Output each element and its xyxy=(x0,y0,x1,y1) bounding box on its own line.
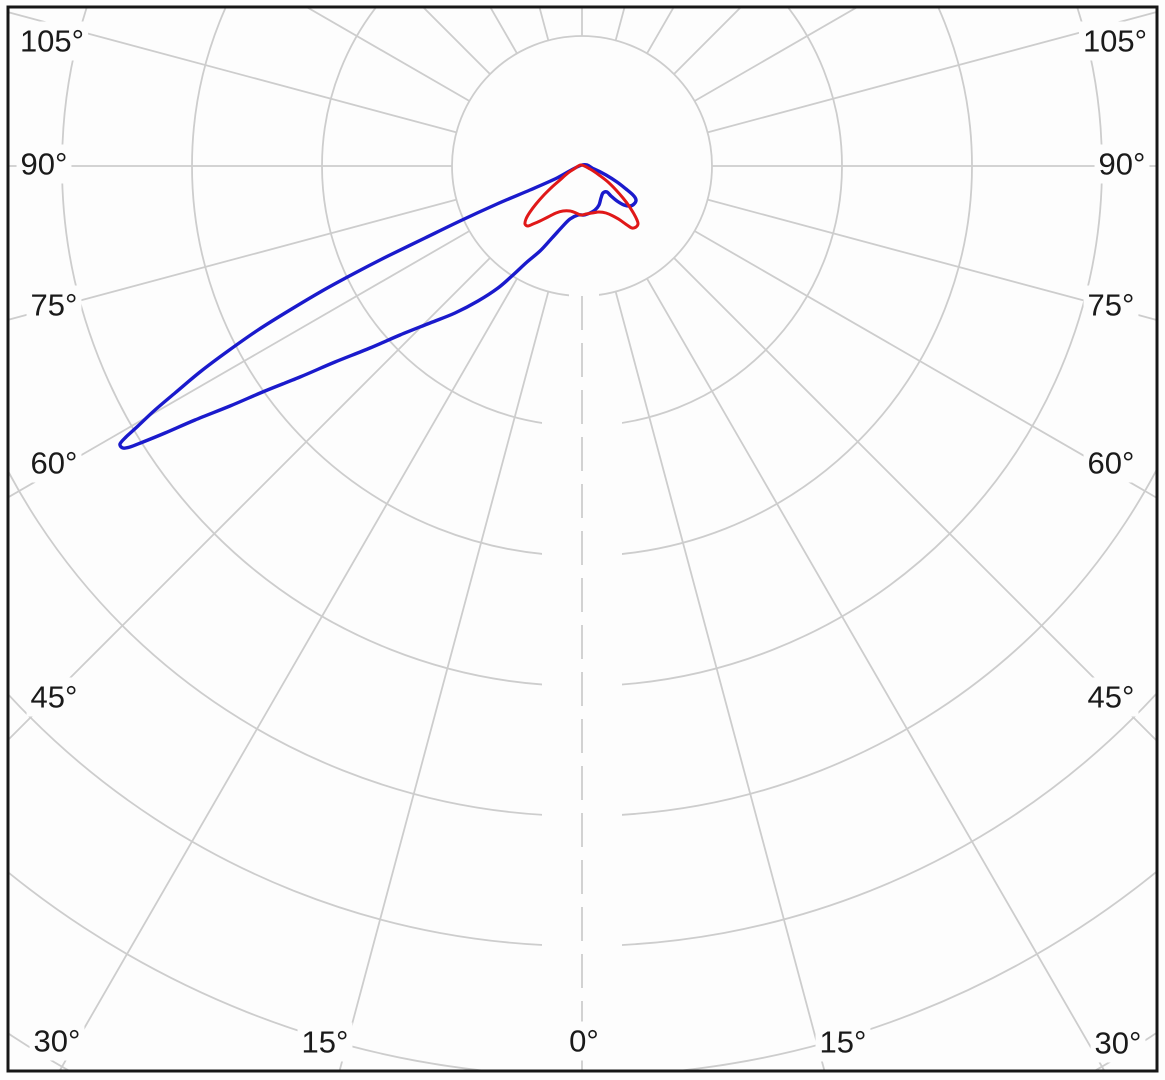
angle-label-backing xyxy=(815,1022,871,1062)
angle-label-backing xyxy=(29,1021,85,1061)
angle-labels: 105° 90° 75° 60° 45° 105° 90° 75° 60° 45° 30° 15° 0°… xyxy=(15,21,1152,1063)
grid-spoke xyxy=(694,230,1156,499)
angle-label: 105° xyxy=(15,21,89,61)
angle-label-backing xyxy=(26,677,82,717)
angle-label: 45° xyxy=(1083,677,1139,717)
angle-label: 105° xyxy=(1078,21,1152,61)
blue-curve xyxy=(118,162,638,450)
angle-label-backing xyxy=(15,21,89,61)
angle-label-text: 60° xyxy=(1088,446,1135,481)
angle-label-text: 30° xyxy=(34,1024,81,1059)
angle-label-text: 30° xyxy=(1095,1026,1142,1061)
angle-label-backing xyxy=(26,285,82,325)
angle-label-backing xyxy=(1090,1023,1146,1063)
grid-spoke xyxy=(59,278,518,1070)
grid-spoke xyxy=(9,198,457,321)
angle-label-text: 45° xyxy=(1088,680,1135,715)
angle-label-text: 75° xyxy=(1088,288,1135,323)
angle-label-text: 0° xyxy=(569,1024,599,1059)
angle-label: 90° xyxy=(1094,144,1150,184)
grid-spoke xyxy=(9,230,470,498)
chart-frame xyxy=(6,5,1159,1073)
angle-label-text: 60° xyxy=(31,446,78,481)
grid-spoke xyxy=(646,278,1105,1070)
angle-label: 90° xyxy=(16,144,72,184)
angle-label-backing xyxy=(1083,443,1139,483)
angle-label-text: 15° xyxy=(302,1025,349,1060)
angle-label-backing xyxy=(16,144,72,184)
angle-label-backing xyxy=(1083,285,1139,325)
angle-label-text: 90° xyxy=(21,147,68,182)
angle-label: 60° xyxy=(1083,443,1139,483)
angle-label: 75° xyxy=(26,285,82,325)
angle-label: 15° xyxy=(297,1022,353,1062)
angle-label: 30° xyxy=(1090,1023,1146,1063)
angle-label: 45° xyxy=(26,677,82,717)
grid-spoke xyxy=(673,257,1156,741)
angle-label-text: 90° xyxy=(1099,147,1146,182)
angle-label: 15° xyxy=(815,1022,871,1062)
angle-label-backing xyxy=(565,1021,603,1061)
grid-spoke xyxy=(338,291,550,1070)
grid-spoke xyxy=(707,198,1156,321)
angle-label: 75° xyxy=(1083,285,1139,325)
angle-label-backing xyxy=(1083,677,1139,717)
angle-label: 60° xyxy=(26,443,82,483)
angle-label-backing xyxy=(1078,21,1152,61)
angle-label-text: 15° xyxy=(820,1025,867,1060)
grid-spoke xyxy=(9,11,457,134)
angle-label-backing xyxy=(1094,144,1150,184)
angle-label-backing xyxy=(297,1022,353,1062)
angle-label-backing xyxy=(26,443,82,483)
angle-label-text: 75° xyxy=(31,288,78,323)
inner-circle-gap xyxy=(569,288,599,308)
grid-spoke xyxy=(707,11,1156,134)
angle-label-text: 105° xyxy=(20,24,84,59)
angle-label: 0° xyxy=(565,1021,603,1061)
grid-spoke xyxy=(9,257,491,740)
angle-label: 30° xyxy=(29,1021,85,1061)
red-curve xyxy=(523,163,640,230)
angle-label-text: 105° xyxy=(1083,24,1147,59)
grid-spoke xyxy=(614,291,826,1070)
angle-label-text: 45° xyxy=(31,680,78,715)
